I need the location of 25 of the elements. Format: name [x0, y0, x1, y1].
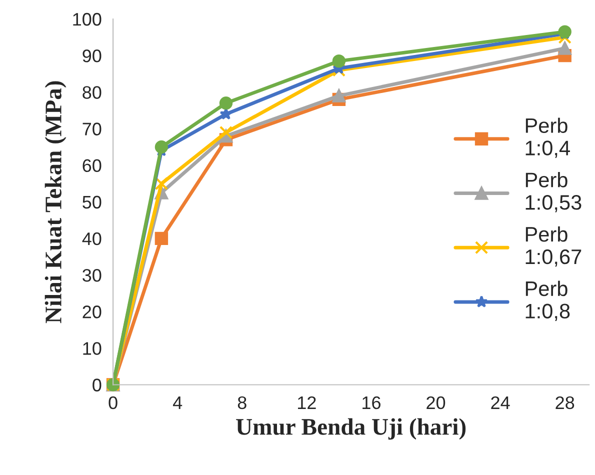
legend-label: Perb 1:0,53 [526, 172, 582, 212]
y-tick-label: 10 [83, 342, 102, 355]
y-axis-title: Nilai Kuat Tekan (MPa) [44, 81, 66, 324]
y-tick-label: 90 [82, 50, 102, 62]
x-tick-label: 28 [556, 396, 574, 410]
y-tick-label: 80 [82, 86, 102, 99]
y-tick-label: 70 [82, 122, 102, 136]
x-axis-title: Umur Benda Uji (hari) [236, 418, 466, 440]
x-tick-label: 8 [238, 396, 246, 410]
x-tick-label: 24 [491, 396, 510, 409]
y-tick-label: 0 [92, 378, 102, 392]
x-tick-label: 4 [172, 396, 182, 409]
y-tick-label: 100 [73, 12, 102, 26]
legend-label: Perb 1:0,8 [526, 280, 570, 321]
x-tick-label: 12 [298, 396, 316, 409]
x-tick-label: 20 [426, 396, 446, 410]
legend-label: Perb 1:0,67 [526, 226, 582, 267]
x-tick-label: 0 [108, 396, 118, 410]
y-tick-label: 50 [82, 196, 102, 209]
legend-label: Perb 1:0,4 [526, 118, 570, 158]
y-tick-label: 40 [82, 232, 102, 246]
x-tick-label: 16 [362, 396, 380, 410]
y-tick-label: 30 [82, 268, 102, 282]
y-tick-label: 20 [82, 306, 102, 318]
y-tick-label: 60 [82, 159, 102, 172]
